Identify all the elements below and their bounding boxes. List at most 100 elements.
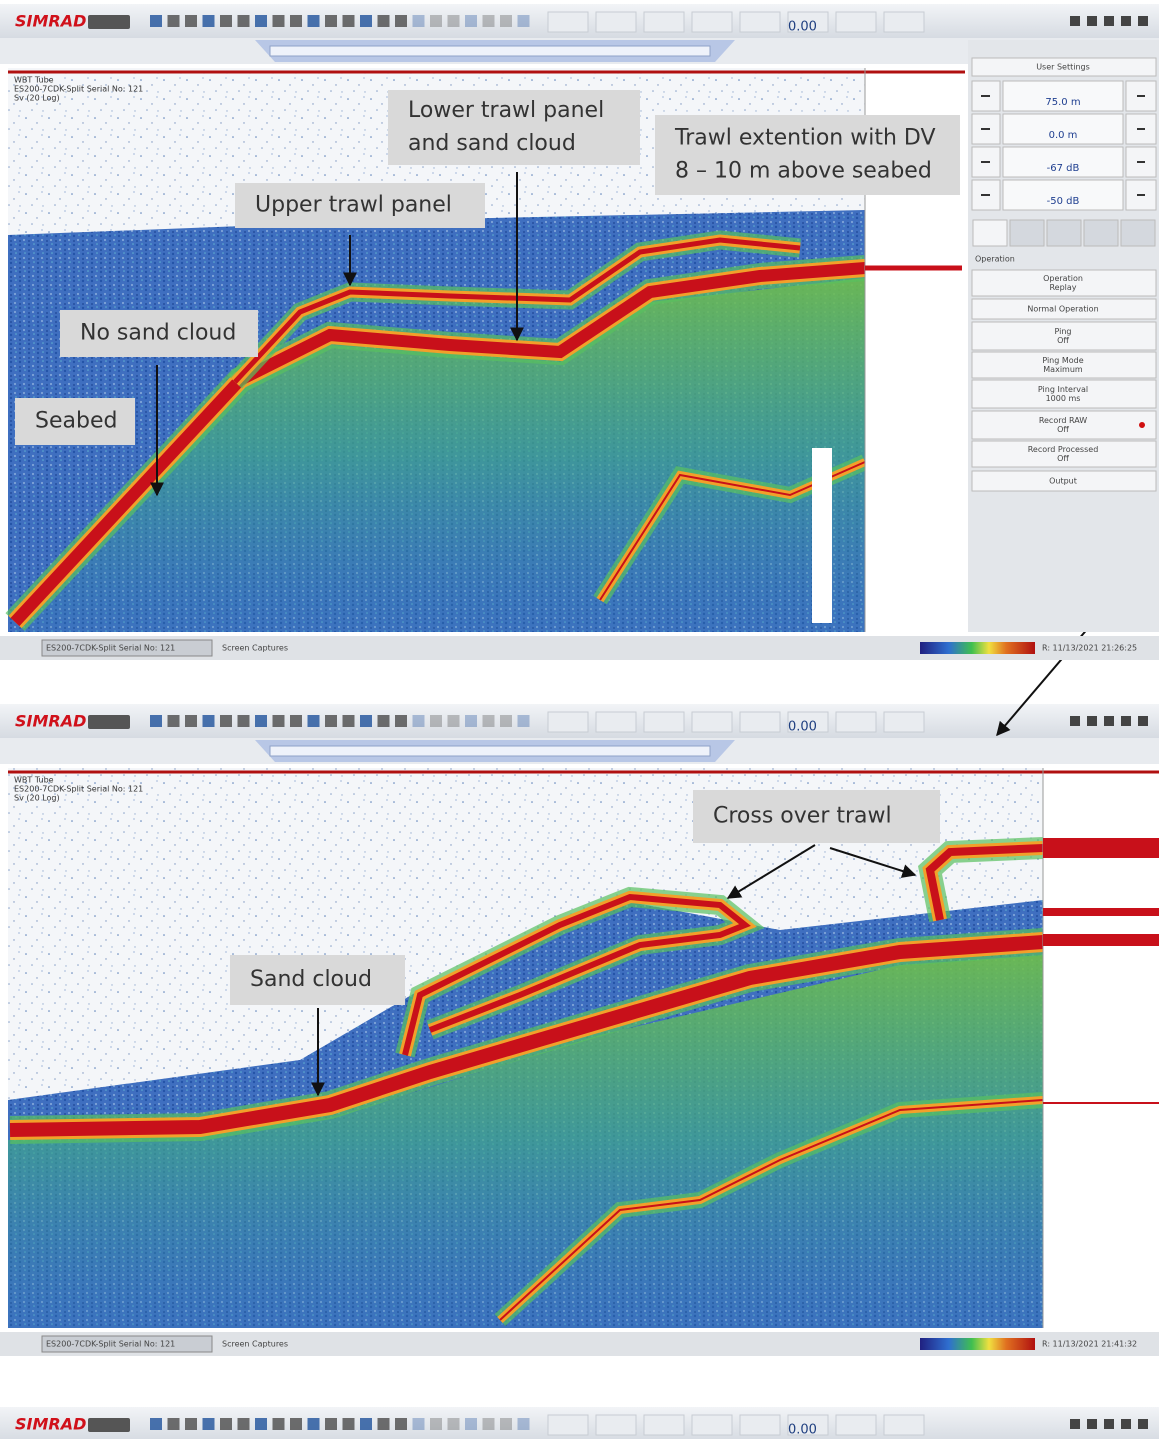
window-control[interactable] <box>1104 16 1114 26</box>
toolbar-icon[interactable] <box>272 715 285 727</box>
toolbar-icon[interactable] <box>465 15 477 27</box>
toolbar-icon[interactable] <box>500 15 512 27</box>
toolbar-icon[interactable] <box>430 15 442 27</box>
toolbar-icon[interactable] <box>482 15 495 27</box>
toolbar-icon[interactable] <box>325 715 337 727</box>
window-control[interactable] <box>1087 1419 1097 1429</box>
toolbar-icon[interactable] <box>220 1418 232 1430</box>
toolbar-icon[interactable] <box>360 15 372 27</box>
window-control[interactable] <box>1121 16 1131 26</box>
toolbar-icon[interactable] <box>412 15 425 27</box>
toolbar-icon[interactable] <box>342 15 355 27</box>
window-control[interactable] <box>1138 716 1148 726</box>
window-control[interactable] <box>1104 1419 1114 1429</box>
toolbar-icon[interactable] <box>447 15 460 27</box>
operation-button[interactable] <box>971 379 1157 409</box>
toolbar-icon[interactable] <box>430 1418 442 1430</box>
toolbar-icon[interactable] <box>307 15 320 27</box>
toolbar-icon[interactable] <box>237 15 250 27</box>
window-control[interactable] <box>1070 1419 1080 1429</box>
toolbar-icon[interactable] <box>167 15 180 27</box>
toolbar-icon[interactable] <box>272 15 285 27</box>
window-control[interactable] <box>1070 16 1080 26</box>
panel-tab[interactable] <box>1009 219 1045 247</box>
toolbar-icon[interactable] <box>517 15 530 27</box>
annotation-box <box>235 183 485 228</box>
readout-box <box>787 1414 829 1436</box>
operation-button[interactable] <box>971 351 1157 379</box>
toolbar-icon[interactable] <box>395 1418 407 1430</box>
toolbar-icon[interactable] <box>255 15 267 27</box>
toolbar-icon[interactable] <box>202 1418 215 1430</box>
toolbar-icon[interactable] <box>342 715 355 727</box>
toolbar-icon[interactable] <box>447 715 460 727</box>
toolbar-icon[interactable] <box>447 1418 460 1430</box>
window-control[interactable] <box>1070 716 1080 726</box>
toolbar-icon[interactable] <box>500 715 512 727</box>
toolbar-icon[interactable] <box>482 1418 495 1430</box>
toolbar-icon[interactable] <box>290 15 302 27</box>
toolbar-icon[interactable] <box>290 715 302 727</box>
window-control[interactable] <box>1087 16 1097 26</box>
toolbar-icon[interactable] <box>185 1418 197 1430</box>
toolbar-icon[interactable] <box>342 1418 355 1430</box>
toolbar-icon[interactable] <box>377 1418 390 1430</box>
toolbar-icon[interactable] <box>220 15 232 27</box>
toolbar-icon[interactable] <box>307 715 320 727</box>
toolbar-icon[interactable] <box>517 1418 530 1430</box>
toolbar-icon[interactable] <box>150 1418 162 1430</box>
panel-tab[interactable] <box>1120 219 1156 247</box>
toolbar-icon[interactable] <box>412 1418 425 1430</box>
window-control[interactable] <box>1138 16 1148 26</box>
toolbar-icon[interactable] <box>202 15 215 27</box>
toolbar-icon[interactable] <box>482 715 495 727</box>
operation-button[interactable] <box>971 298 1157 320</box>
panel-tab[interactable] <box>1083 219 1119 247</box>
toolbar-icon[interactable] <box>360 1418 372 1430</box>
toolbar-icon[interactable] <box>325 1418 337 1430</box>
toolbar-icon[interactable] <box>185 15 197 27</box>
toolbar-icon[interactable] <box>377 15 390 27</box>
window-control[interactable] <box>1138 1419 1148 1429</box>
toolbar-icon[interactable] <box>167 1418 180 1430</box>
toolbar-icon[interactable] <box>255 715 267 727</box>
toolbar-icon[interactable] <box>150 15 162 27</box>
toolbar-icon[interactable] <box>412 715 425 727</box>
toolbar-icon[interactable] <box>237 715 250 727</box>
toolbar-icon[interactable] <box>255 1418 267 1430</box>
toolbar-icon[interactable] <box>430 715 442 727</box>
toolbar-icon[interactable] <box>220 715 232 727</box>
toolbar-icon[interactable] <box>290 1418 302 1430</box>
toolbar-icon[interactable] <box>185 715 197 727</box>
operation-button[interactable] <box>971 470 1157 492</box>
toolbar-icon[interactable] <box>465 1418 477 1430</box>
toolbar-icon[interactable] <box>500 1418 512 1430</box>
window-control[interactable] <box>1104 716 1114 726</box>
toolbar-icon[interactable] <box>395 715 407 727</box>
window-control[interactable] <box>1121 716 1131 726</box>
toolbar-icon[interactable] <box>167 715 180 727</box>
window-control[interactable] <box>1087 716 1097 726</box>
readout-box <box>595 1414 637 1436</box>
toolbar-icon[interactable] <box>325 15 337 27</box>
panel-tab[interactable] <box>972 219 1008 247</box>
settings-header[interactable] <box>971 57 1157 77</box>
operation-button[interactable] <box>971 269 1157 297</box>
operation-button[interactable] <box>971 440 1157 468</box>
readout-box <box>691 711 733 733</box>
toolbar-icon[interactable] <box>272 1418 285 1430</box>
toolbar-icon[interactable] <box>517 715 530 727</box>
toolbar-icon[interactable] <box>465 715 477 727</box>
operation-button[interactable] <box>971 321 1157 351</box>
operation-button[interactable] <box>971 410 1157 440</box>
toolbar-icon[interactable] <box>307 1418 320 1430</box>
setting-value: -50 dB <box>1047 196 1080 207</box>
toolbar-icon[interactable] <box>150 715 162 727</box>
toolbar-icon[interactable] <box>377 715 390 727</box>
panel-tab[interactable] <box>1046 219 1082 247</box>
toolbar-icon[interactable] <box>395 15 407 27</box>
window-control[interactable] <box>1121 1419 1131 1429</box>
toolbar-icon[interactable] <box>202 715 215 727</box>
toolbar-icon[interactable] <box>237 1418 250 1430</box>
toolbar-icon[interactable] <box>360 715 372 727</box>
